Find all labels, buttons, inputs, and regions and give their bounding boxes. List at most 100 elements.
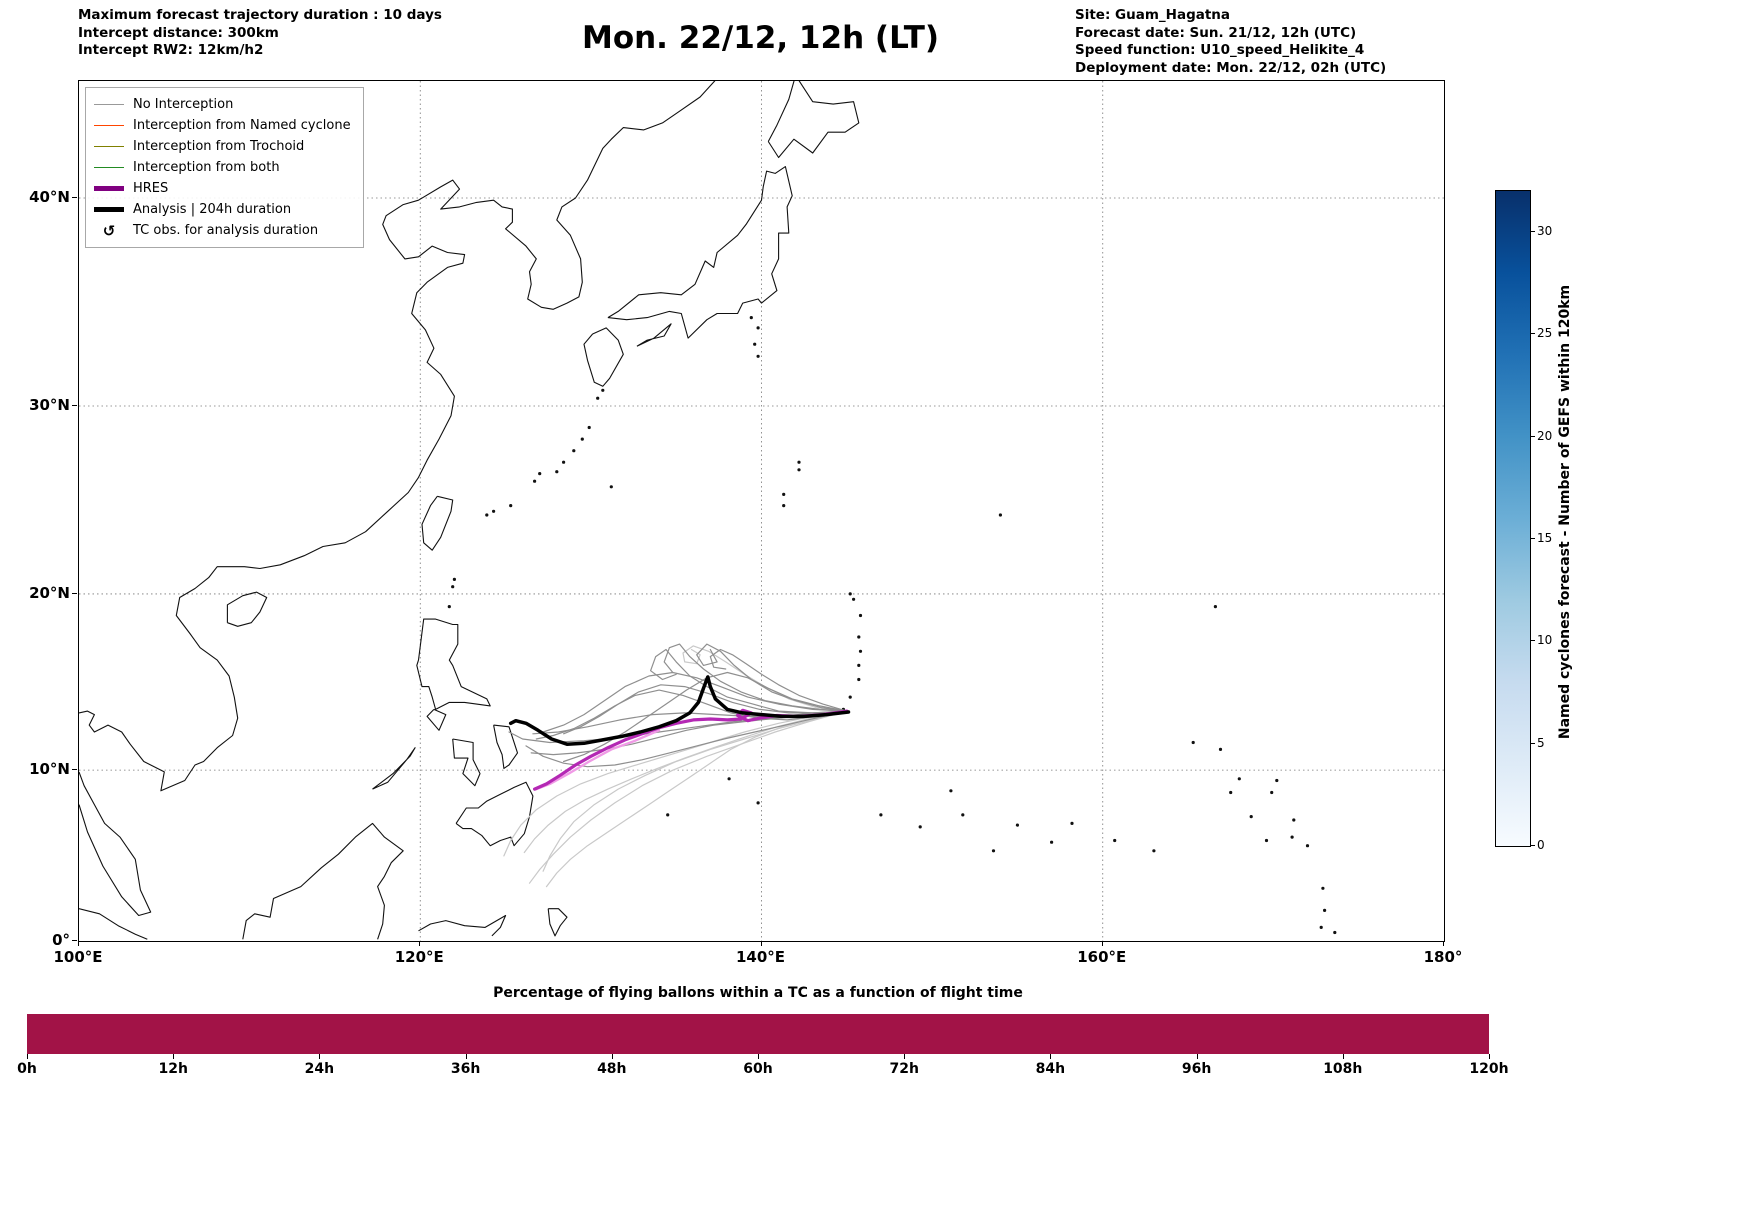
island-dot — [991, 849, 996, 853]
flight-time-bar-segment — [1223, 1014, 1357, 1054]
colorbar-tick — [1531, 435, 1535, 437]
lon-tick — [1443, 941, 1444, 946]
island-dot — [1213, 605, 1217, 609]
flight-time-tick-label: 12h — [158, 1061, 188, 1077]
coastline — [418, 914, 507, 937]
trajectory-ensemble-light — [523, 710, 848, 854]
lat-tick — [72, 940, 77, 941]
island-dot — [782, 492, 786, 496]
legend-label: Analysis | 204h duration — [133, 202, 292, 217]
island-dot — [756, 354, 760, 358]
trajectory-ensemble-light — [542, 710, 848, 872]
island-dot — [555, 470, 559, 474]
flight-time-bar-segment — [27, 1014, 160, 1054]
legend-item-named-cyclone: Interception from Named cyclone — [94, 115, 351, 136]
trajectory-ensemble-light — [503, 710, 848, 857]
colorbar-tick-label: 0 — [1537, 838, 1545, 852]
island-dot — [601, 388, 605, 392]
legend-line-swatch — [94, 124, 124, 127]
trajectory-ensemble — [563, 671, 848, 763]
coastline — [452, 738, 481, 787]
legend-label: TC obs. for analysis duration — [133, 223, 319, 238]
flight-time-bar-segment — [1356, 1014, 1489, 1054]
bottom-chart-title: Percentage of flying ballons within a TC… — [493, 985, 1023, 1001]
legend-label: No Interception — [133, 97, 234, 112]
flight-time-bar-segment — [159, 1014, 293, 1054]
lon-tick-label: 120°E — [394, 948, 444, 966]
island-dot — [857, 663, 861, 668]
coastline — [583, 327, 624, 387]
island-dot — [756, 326, 760, 330]
flight-time-tick-label: 108h — [1323, 1061, 1363, 1077]
legend-item-tc-obs: ↺ TC obs. for analysis duration — [94, 220, 351, 241]
colorbar-tick — [1531, 333, 1535, 335]
flight-time-bar-segment — [1090, 1014, 1224, 1054]
speed-function: Speed function: U10_speed_Helikite_4 — [1075, 42, 1365, 58]
island-dot — [848, 695, 852, 699]
site-name: Site: Guam_Hagatna — [1075, 7, 1231, 23]
legend-item-trochoid: Interception from Trochoid — [94, 136, 351, 157]
flight-time-tick-label: 84h — [1035, 1061, 1066, 1077]
island-dot — [1321, 886, 1325, 890]
flight-time-tick — [1050, 1054, 1052, 1059]
island-dot — [998, 513, 1003, 517]
lat-tick-label: 40°N — [29, 188, 70, 206]
island-dot — [609, 485, 613, 489]
flight-time-bar-segment — [957, 1014, 1091, 1054]
lat-tick-label: 30°N — [29, 396, 70, 415]
lat-tick — [72, 405, 77, 407]
island-dot — [596, 396, 600, 400]
island-dot — [562, 460, 566, 464]
trajectory-ensemble-light — [528, 710, 848, 884]
colorbar-tick-label: 25 — [1537, 326, 1553, 341]
coastline — [607, 166, 793, 339]
island-dot — [1015, 823, 1020, 827]
island-dot — [852, 597, 856, 601]
coastline — [226, 591, 268, 627]
flight-time-tick — [1196, 1054, 1198, 1059]
flight-time-tick — [758, 1054, 759, 1059]
island-dot — [961, 813, 965, 817]
colorbar-tick — [1531, 742, 1535, 744]
coastline — [79, 81, 716, 792]
island-dot — [1319, 925, 1323, 930]
tc-obs-icon: ↺ — [102, 221, 116, 240]
trajectory-ensemble — [709, 648, 848, 712]
island-dot — [1333, 930, 1337, 935]
flight-time-bar-segment — [558, 1014, 692, 1054]
coastline — [421, 495, 454, 551]
legend-item-no-interception: No Interception — [94, 94, 351, 115]
trajectory-hres-light — [535, 729, 661, 791]
coastline — [79, 771, 152, 917]
map-panel: No Interception Interception from Named … — [78, 80, 1445, 942]
lon-tick — [760, 941, 762, 946]
coastline — [547, 908, 568, 937]
flight-time-tick-label: 96h — [1181, 1061, 1212, 1077]
trajectory-ensemble-light — [682, 645, 848, 712]
flight-time-tick-label: 48h — [597, 1061, 627, 1077]
colorbar-label: Named cyclones forecast - Number of GEFS… — [1557, 284, 1573, 740]
trajectory-ensemble — [542, 671, 848, 733]
flight-time-tick-label: 36h — [450, 1061, 481, 1077]
legend-line-swatch — [94, 145, 124, 148]
lon-tick — [1101, 941, 1103, 946]
map-canvas — [79, 81, 1444, 941]
legend-line-swatch — [94, 207, 124, 212]
flight-time-tick — [465, 1054, 467, 1059]
trajectory-ensemble — [649, 648, 848, 714]
island-dot — [727, 777, 731, 781]
island-dot — [753, 342, 757, 346]
lat-tick-label: 20°N — [29, 583, 70, 602]
island-dot — [797, 468, 801, 472]
island-dot — [1275, 778, 1279, 783]
island-dot — [1152, 849, 1156, 853]
flight-time-tick — [27, 1054, 28, 1059]
island-dot — [749, 316, 753, 320]
island-dot — [1264, 838, 1269, 843]
flight-time-tick — [904, 1054, 906, 1059]
trajectory-ensemble — [535, 689, 848, 740]
island-dot — [533, 479, 537, 483]
island-dot — [858, 649, 863, 653]
island-dot — [1237, 777, 1241, 781]
